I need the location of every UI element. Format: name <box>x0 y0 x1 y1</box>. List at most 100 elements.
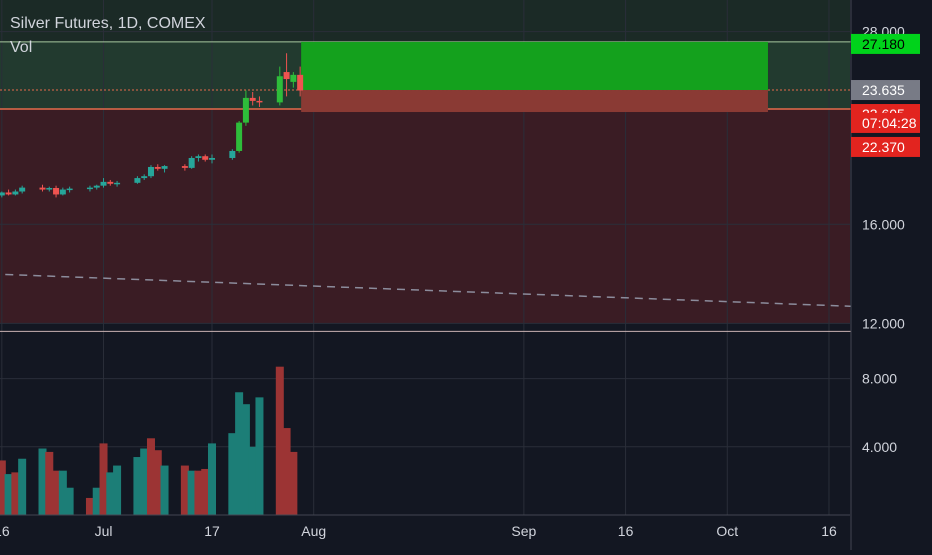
candle-body <box>114 182 121 185</box>
candle-body <box>12 191 19 195</box>
countdown-label-background <box>851 112 920 133</box>
volume-bar <box>201 468 210 515</box>
volume-bar <box>160 465 169 515</box>
upper-region-background <box>0 0 850 42</box>
candlesticks <box>0 53 304 198</box>
volume-bar <box>282 428 291 515</box>
volume-bar <box>133 457 142 515</box>
position-stop-zone <box>301 90 768 113</box>
volume-bar <box>52 470 61 515</box>
volume-bar <box>11 472 20 515</box>
volume-bar <box>106 472 115 515</box>
time-axis[interactable]: 16 Jul 17 Aug Sep 16 Oct 16 <box>0 523 837 539</box>
volume-bar <box>58 470 67 515</box>
volume-indicator-label[interactable]: Vol <box>10 39 33 56</box>
candle-body <box>86 187 93 190</box>
volume-bar <box>4 474 13 515</box>
target-price-label-background <box>851 33 920 54</box>
volume-bars <box>0 366 298 515</box>
volume-bar <box>194 470 203 515</box>
candle-body <box>236 122 243 151</box>
candle-body <box>100 181 107 186</box>
candle-body <box>209 157 215 160</box>
candle-body <box>39 187 46 190</box>
price-tick-label: 12.000 <box>862 315 905 331</box>
last-price-label: 23.635 <box>862 82 905 98</box>
loss-region-background <box>0 108 850 324</box>
candle-body <box>188 157 195 168</box>
volume-bar <box>275 366 284 515</box>
grid-lines <box>0 0 850 515</box>
volume-bar <box>235 392 244 515</box>
candle-body <box>5 192 12 195</box>
volume-bar <box>180 465 189 515</box>
time-tick-label: 17 <box>204 523 220 539</box>
time-tick-label: 16 <box>0 523 10 539</box>
candle-body <box>46 188 53 190</box>
price-tick-label: 16.000 <box>862 216 905 232</box>
volume-bar <box>255 397 264 515</box>
volume-bar <box>45 451 54 515</box>
candle-body <box>66 188 73 191</box>
candle-body <box>195 156 202 158</box>
candle-body <box>249 97 256 101</box>
candle-body <box>161 166 168 169</box>
volume-bar <box>85 497 94 515</box>
volume-bar <box>187 470 196 515</box>
volume-bar <box>113 465 122 515</box>
volume-bar <box>0 460 6 515</box>
volume-bar <box>38 448 47 515</box>
target-price-label: 27.180 <box>862 36 905 52</box>
candle-body <box>181 166 188 168</box>
volume-bar <box>248 446 257 515</box>
time-tick-label: 16 <box>618 523 634 539</box>
volume-bar <box>241 404 250 515</box>
volume-bar <box>92 487 101 515</box>
volume-bar <box>65 487 74 515</box>
entry-price-label: 22.370 <box>862 139 905 155</box>
candle-body <box>134 178 141 183</box>
time-tick-label: Jul <box>95 523 113 539</box>
dashed-trendline <box>0 273 931 311</box>
candle-body <box>141 176 148 179</box>
candle-body <box>276 76 283 103</box>
symbol-title[interactable]: Silver Futures, 1D, COMEX <box>10 15 206 32</box>
volume-bar <box>208 443 216 515</box>
candle-body <box>256 100 263 103</box>
volume-tick-label: 4.000 <box>862 439 897 455</box>
time-tick-label: Aug <box>301 523 326 539</box>
time-tick-label: Oct <box>716 523 738 539</box>
volume-bar <box>140 448 149 515</box>
candle-body <box>202 156 209 160</box>
candle-body <box>283 72 290 80</box>
volume-tick-label: 8.000 <box>862 371 897 387</box>
position-target-zone <box>301 41 768 91</box>
volume-bar <box>18 458 27 515</box>
candle-body <box>93 185 100 188</box>
time-tick-label: Sep <box>511 523 536 539</box>
position-tool[interactable] <box>301 41 768 113</box>
volume-bar <box>228 433 237 515</box>
volume-bar <box>146 438 155 515</box>
volume-bar <box>99 443 108 515</box>
candle-body <box>290 74 297 82</box>
candle-body <box>107 181 114 184</box>
candle-body <box>229 150 236 158</box>
candle-body <box>53 188 60 195</box>
candle-body <box>147 166 154 177</box>
candle-body <box>0 192 5 196</box>
entry-price-label-background <box>851 136 920 157</box>
time-tick-label: 16 <box>821 523 837 539</box>
candle-body <box>297 74 304 91</box>
chart-legend: Silver Futures, 1D, COMEX Vol <box>10 12 206 60</box>
candle-body <box>59 189 66 195</box>
volume-bar <box>289 451 298 515</box>
candle-body <box>242 97 249 123</box>
volume-bar <box>153 450 162 515</box>
candle-body <box>154 166 161 169</box>
countdown-label: 07:04:28 <box>862 115 917 131</box>
candle-body <box>19 187 26 192</box>
